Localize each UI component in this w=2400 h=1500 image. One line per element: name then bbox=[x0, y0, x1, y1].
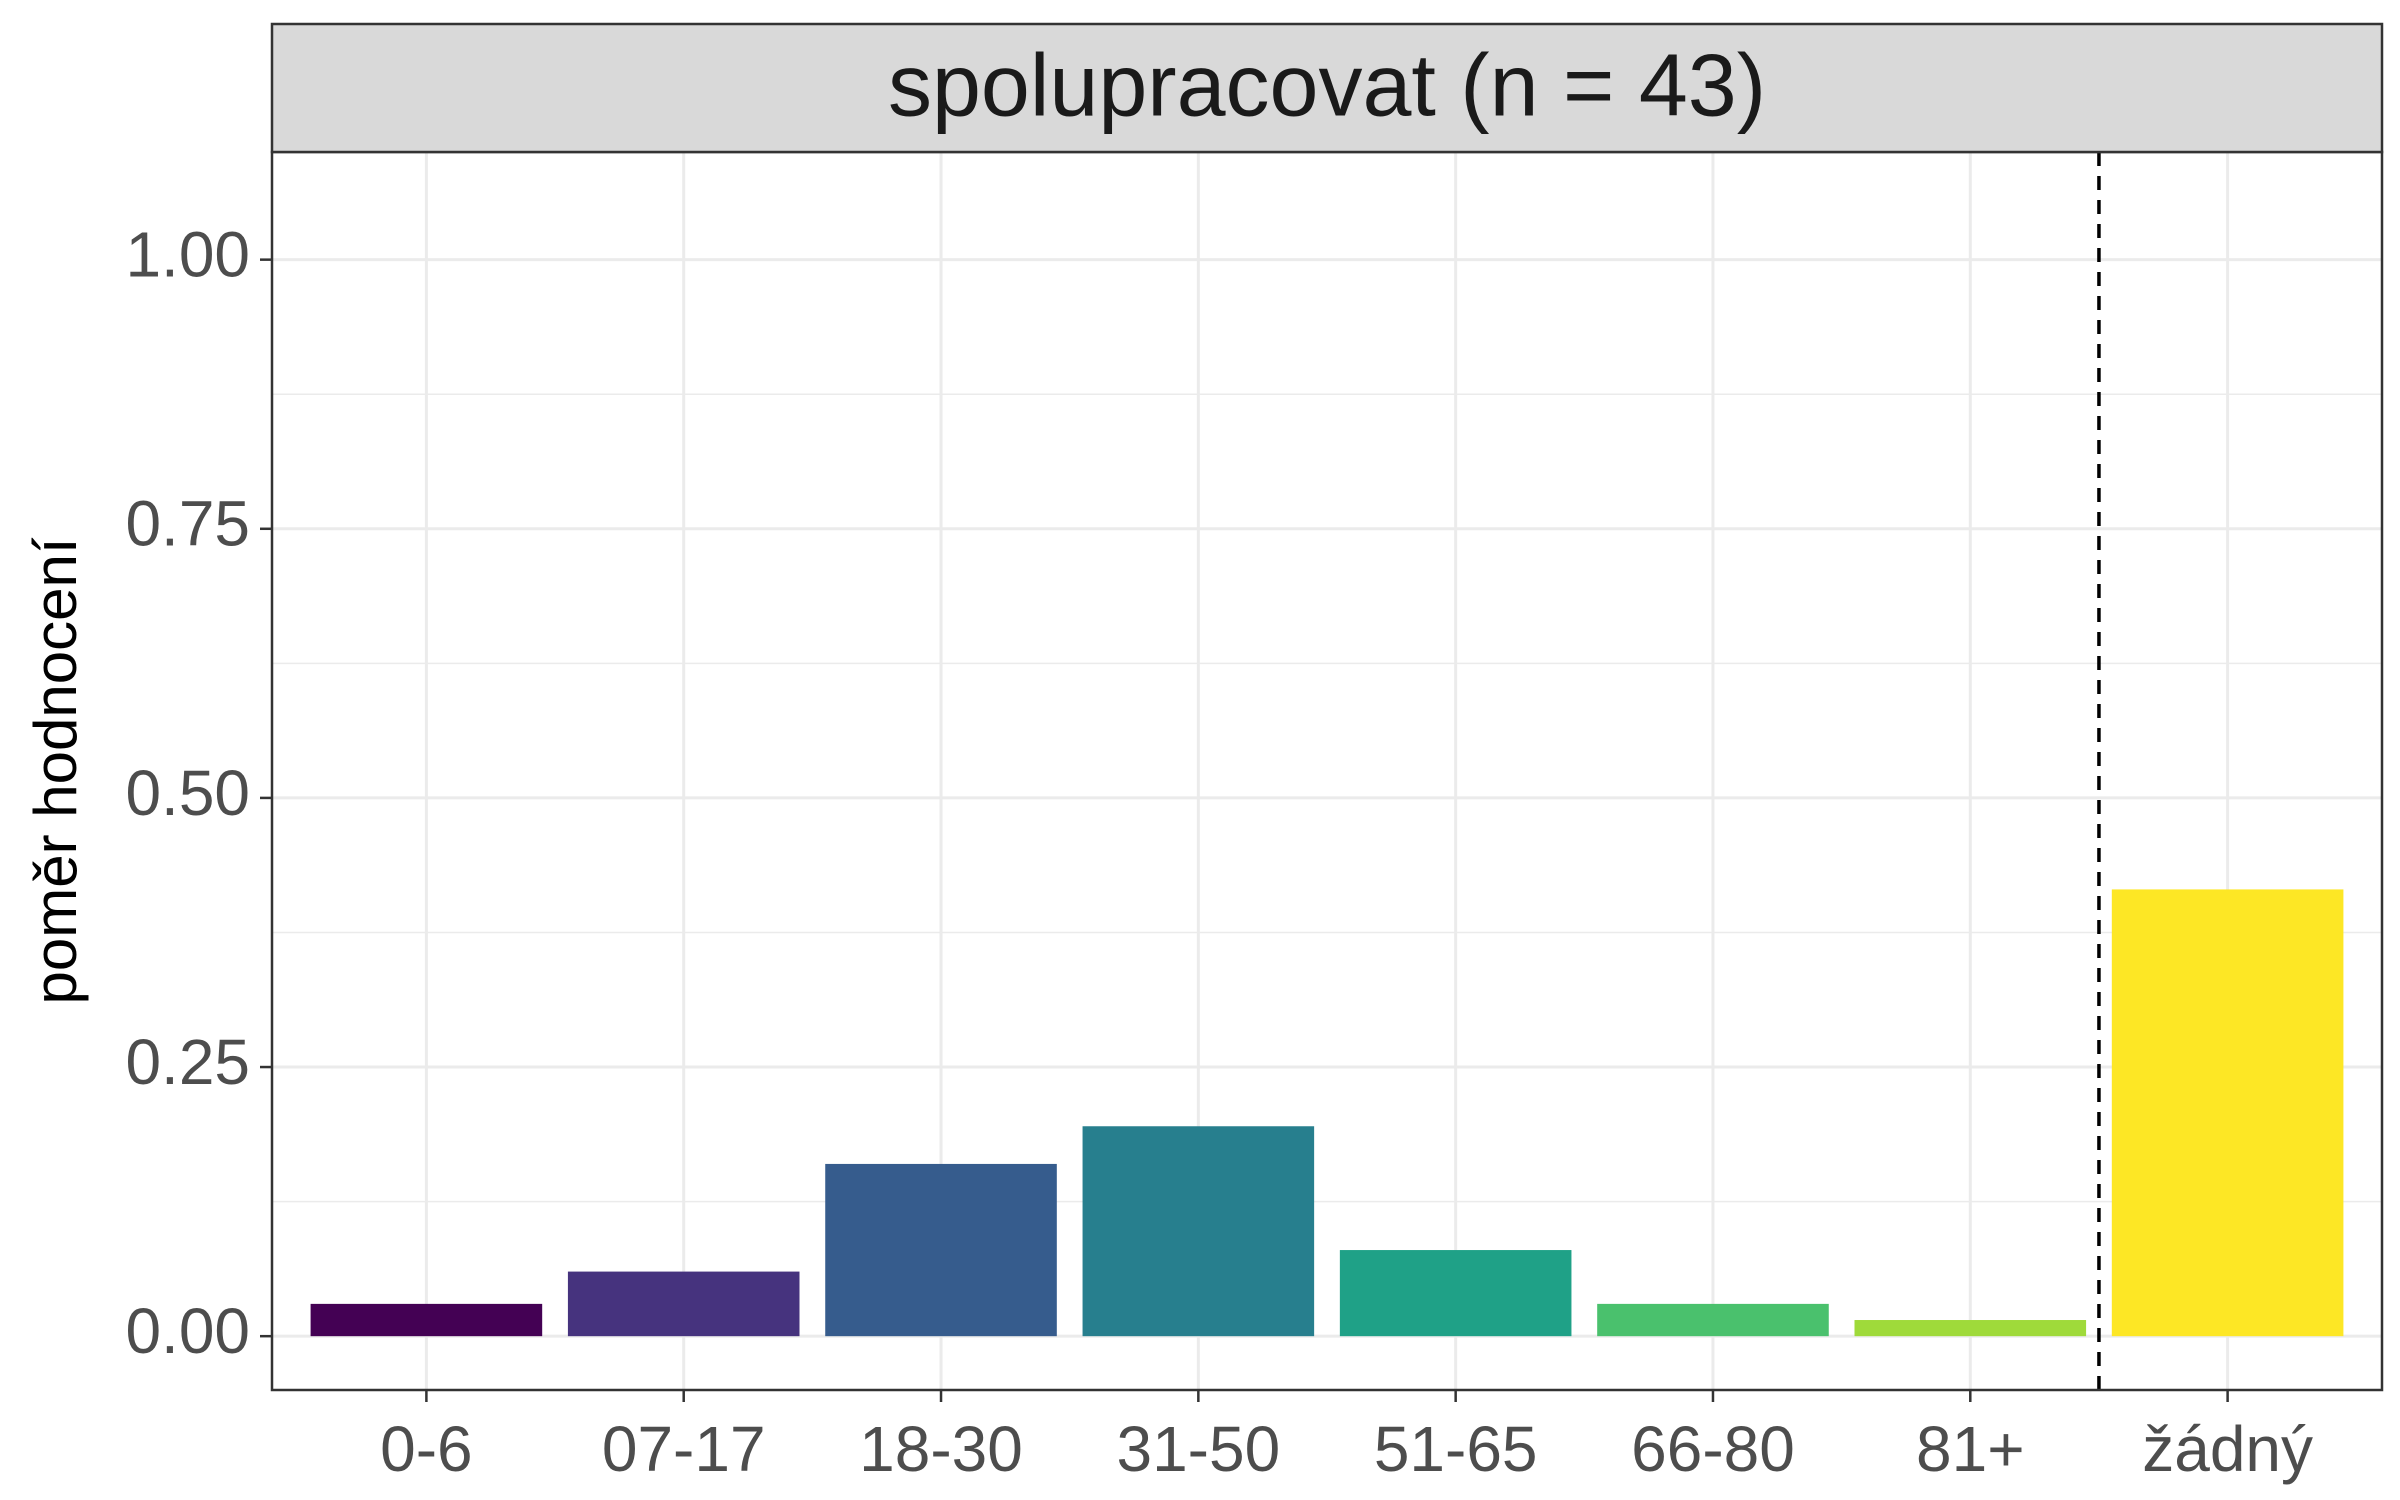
x-tick-label: žádný bbox=[2142, 1413, 2313, 1485]
y-tick-label: 0.75 bbox=[125, 488, 250, 560]
bar-66-80 bbox=[1597, 1303, 1829, 1337]
y-axis: 0.00 0.25 0.50 0.75 1.00 bbox=[125, 219, 272, 1367]
bar-žádný bbox=[2111, 889, 2344, 1337]
y-tick-label: 0.25 bbox=[125, 1026, 250, 1098]
bar-18-30 bbox=[825, 1163, 1057, 1337]
x-tick-label: 18-30 bbox=[859, 1413, 1023, 1485]
gridlines bbox=[272, 152, 2382, 1390]
x-tick-label: 66-80 bbox=[1631, 1413, 1795, 1485]
x-tick-label: 07-17 bbox=[602, 1413, 766, 1485]
bar-0-6 bbox=[310, 1303, 543, 1337]
bars bbox=[310, 889, 2344, 1337]
x-tick-label: 51-65 bbox=[1374, 1413, 1538, 1485]
facet-strip bbox=[270, 22, 2384, 154]
bar-31-50 bbox=[1082, 1126, 1315, 1337]
bar-51-65 bbox=[1339, 1250, 1572, 1337]
x-tick-label: 0-6 bbox=[380, 1413, 473, 1485]
y-axis-title: poměr hodnocení bbox=[22, 537, 89, 1004]
bar-07-17 bbox=[567, 1271, 800, 1337]
x-tick-label: 81+ bbox=[1916, 1413, 2025, 1485]
y-tick-label: 0.00 bbox=[125, 1295, 250, 1367]
x-tick-label: 31-50 bbox=[1116, 1413, 1280, 1485]
x-axis: 0-6 07-17 18-30 31-50 51-65 66-80 81+ žádný bbox=[380, 1390, 2313, 1485]
facet-title: spolupracovat (n = 43) bbox=[888, 35, 1766, 134]
y-tick-label: 1.00 bbox=[125, 219, 250, 291]
y-tick-label: 0.50 bbox=[125, 757, 250, 829]
bar-81+ bbox=[1854, 1320, 2087, 1337]
